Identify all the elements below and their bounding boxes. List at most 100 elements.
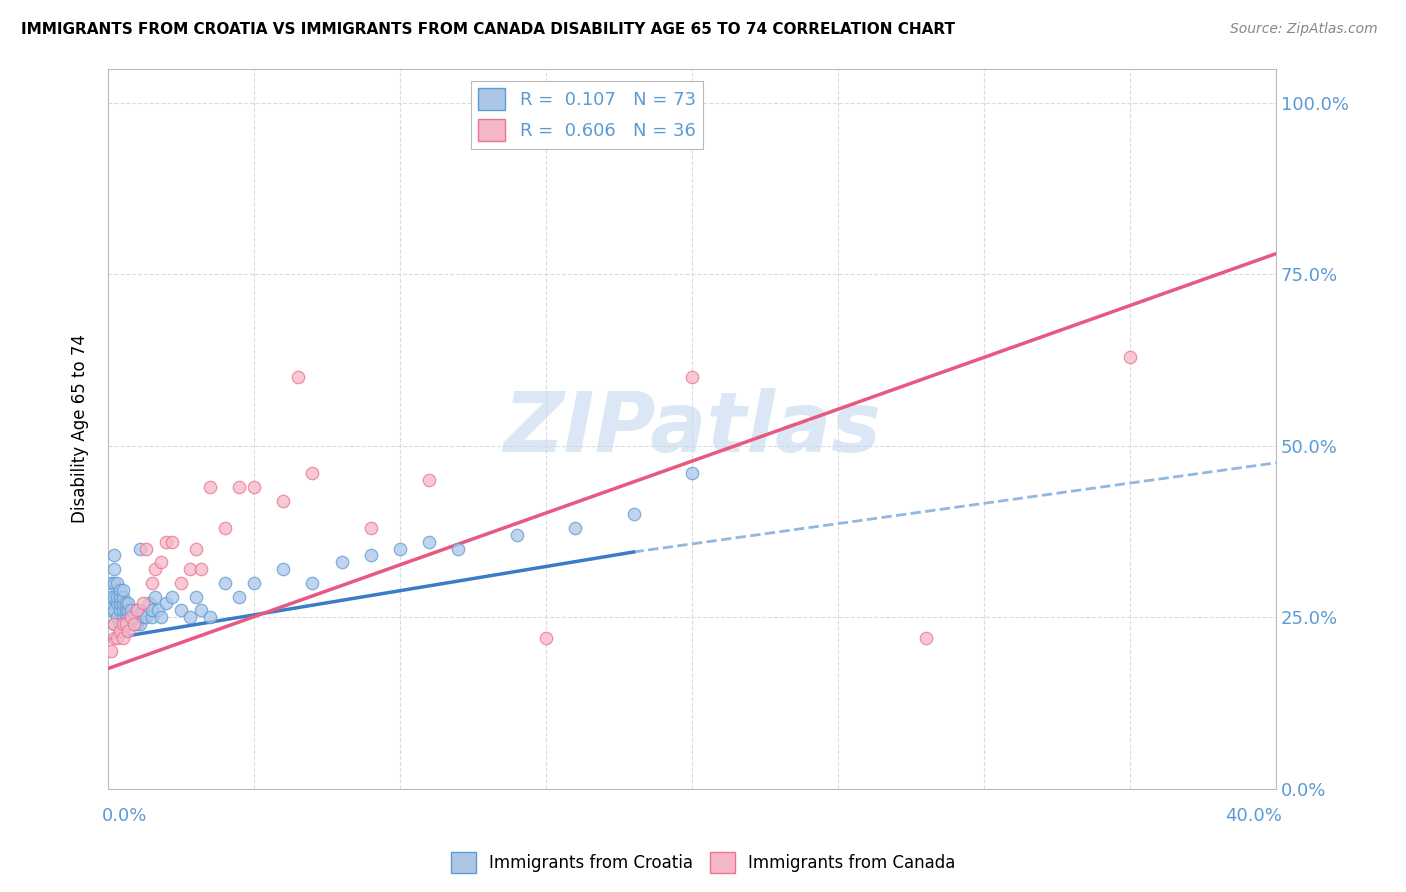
Point	[184, 541, 207, 556]
Point	[506, 528, 529, 542]
Point	[111, 582, 134, 597]
Point	[141, 575, 163, 590]
Point	[105, 575, 128, 590]
Point	[330, 555, 353, 569]
Point	[103, 549, 125, 563]
Point	[105, 631, 128, 645]
Point	[103, 575, 125, 590]
Point	[149, 555, 172, 569]
Point	[103, 617, 125, 632]
Point	[105, 596, 128, 610]
Point	[418, 534, 440, 549]
Point	[1119, 350, 1142, 364]
Point	[271, 493, 294, 508]
Point	[108, 590, 131, 604]
Point	[114, 617, 136, 632]
Text: ZIPatlas: ZIPatlas	[503, 388, 882, 469]
Point	[114, 603, 136, 617]
Point	[127, 610, 149, 624]
Point	[155, 534, 177, 549]
Point	[132, 603, 155, 617]
Point	[111, 610, 134, 624]
Point	[120, 610, 142, 624]
Point	[184, 590, 207, 604]
Point	[108, 617, 131, 632]
Point	[534, 631, 557, 645]
Point	[190, 603, 212, 617]
Point	[214, 575, 236, 590]
Point	[143, 562, 166, 576]
Point	[129, 541, 152, 556]
Point	[111, 631, 134, 645]
Point	[100, 596, 122, 610]
Point	[447, 541, 470, 556]
Point	[681, 370, 703, 384]
Point	[287, 370, 309, 384]
Point	[120, 617, 142, 632]
Point	[108, 582, 131, 597]
Point	[141, 610, 163, 624]
Point	[243, 480, 266, 494]
Point	[160, 590, 183, 604]
Point	[114, 610, 136, 624]
Point	[114, 617, 136, 632]
Text: 40.0%: 40.0%	[1225, 807, 1282, 825]
Point	[360, 549, 382, 563]
Point	[103, 590, 125, 604]
Point	[141, 603, 163, 617]
Point	[122, 610, 145, 624]
Point	[120, 610, 142, 624]
Point	[360, 521, 382, 535]
Point	[198, 610, 221, 624]
Point	[146, 603, 169, 617]
Point	[143, 590, 166, 604]
Point	[170, 603, 193, 617]
Point	[914, 631, 936, 645]
Point	[190, 562, 212, 576]
Point	[132, 596, 155, 610]
Point	[127, 617, 149, 632]
Point	[388, 541, 411, 556]
Point	[681, 466, 703, 480]
Legend: Immigrants from Croatia, Immigrants from Canada: Immigrants from Croatia, Immigrants from…	[444, 846, 962, 880]
Legend: R =  0.107   N = 73, R =  0.606   N = 36: R = 0.107 N = 73, R = 0.606 N = 36	[471, 81, 703, 149]
Point	[100, 575, 122, 590]
Point	[120, 603, 142, 617]
Point	[129, 617, 152, 632]
Point	[122, 617, 145, 632]
Point	[114, 596, 136, 610]
Point	[138, 596, 160, 610]
Point	[228, 590, 250, 604]
Point	[170, 575, 193, 590]
Text: IMMIGRANTS FROM CROATIA VS IMMIGRANTS FROM CANADA DISABILITY AGE 65 TO 74 CORREL: IMMIGRANTS FROM CROATIA VS IMMIGRANTS FR…	[21, 22, 955, 37]
Point	[271, 562, 294, 576]
Point	[179, 562, 201, 576]
Point	[623, 508, 645, 522]
Point	[117, 617, 139, 632]
Point	[301, 575, 323, 590]
Point	[100, 603, 122, 617]
Point	[160, 534, 183, 549]
Point	[108, 596, 131, 610]
Point	[228, 480, 250, 494]
Point	[179, 610, 201, 624]
Point	[301, 466, 323, 480]
Point	[100, 644, 122, 658]
Point	[111, 624, 134, 638]
Point	[135, 610, 157, 624]
Point	[103, 562, 125, 576]
Point	[103, 631, 125, 645]
Point	[117, 610, 139, 624]
Text: 0.0%: 0.0%	[103, 807, 148, 825]
Point	[117, 596, 139, 610]
Point	[132, 610, 155, 624]
Point	[155, 596, 177, 610]
Point	[243, 575, 266, 590]
Y-axis label: Disability Age 65 to 74: Disability Age 65 to 74	[72, 334, 89, 523]
Point	[198, 480, 221, 494]
Point	[117, 624, 139, 638]
Point	[564, 521, 586, 535]
Point	[111, 596, 134, 610]
Point	[103, 617, 125, 632]
Point	[108, 624, 131, 638]
